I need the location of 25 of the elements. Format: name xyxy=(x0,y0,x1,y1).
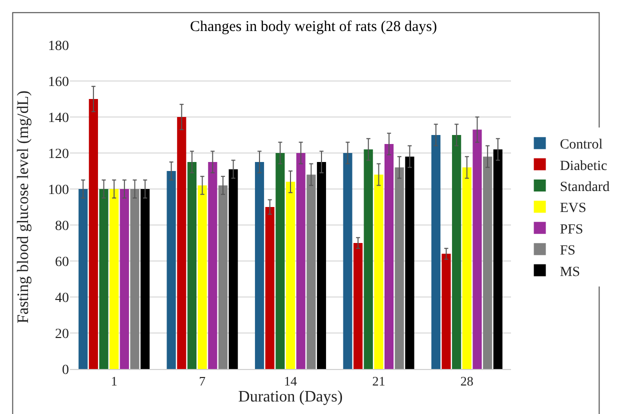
legend-label: Diabetic xyxy=(560,158,608,174)
legend-label: MS xyxy=(560,264,580,280)
x-tick-label: 21 xyxy=(372,374,386,389)
y-tick-label: 140 xyxy=(48,110,69,126)
y-tick-label: 60 xyxy=(55,254,69,270)
x-tick-label: 28 xyxy=(460,374,474,389)
y-tick-label: 80 xyxy=(55,218,69,234)
y-tick-label: 100 xyxy=(48,182,69,198)
x-tick-label: 1 xyxy=(110,374,118,389)
y-tick-label: 120 xyxy=(48,146,69,162)
chart-title: Changes in body weight of rats (28 days) xyxy=(190,19,438,36)
legend-label: Standard xyxy=(560,180,610,195)
y-tick-label: 20 xyxy=(55,326,69,342)
legend-label: FS xyxy=(560,244,576,259)
x-tick-label: 7 xyxy=(199,374,206,389)
y-tick-label: 160 xyxy=(48,74,69,90)
y-tick-label: 40 xyxy=(55,290,69,306)
y-axis-title: Fasting blood glucose level (mg/dL) xyxy=(14,90,32,324)
legend-label: EVS xyxy=(560,201,586,216)
legend-label: Control xyxy=(560,138,603,153)
x-axis-title: Duration (Days) xyxy=(238,388,343,406)
y-tick-label: 0 xyxy=(62,362,69,378)
x-tick-label: 14 xyxy=(284,374,298,389)
y-tick-label: 180 xyxy=(48,38,69,54)
legend-label: PFS xyxy=(560,222,584,238)
